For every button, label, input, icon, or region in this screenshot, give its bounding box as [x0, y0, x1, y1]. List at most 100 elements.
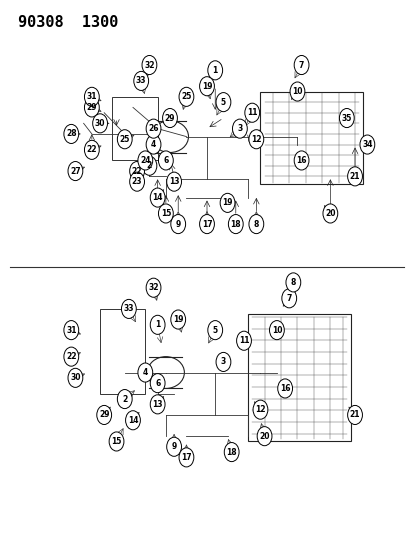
Text: 7: 7 [298, 61, 304, 69]
Text: 35: 35 [341, 114, 351, 123]
Circle shape [109, 432, 123, 451]
Text: 25: 25 [181, 92, 191, 101]
Text: 7: 7 [286, 294, 291, 303]
Circle shape [199, 215, 214, 233]
Text: 21: 21 [349, 172, 359, 181]
Text: 15: 15 [160, 209, 171, 218]
Circle shape [252, 400, 267, 419]
Text: 25: 25 [119, 135, 130, 144]
Circle shape [166, 437, 181, 456]
Text: 1: 1 [212, 66, 217, 75]
Text: 23: 23 [131, 177, 142, 186]
Circle shape [64, 347, 78, 366]
Text: 3: 3 [237, 124, 242, 133]
Text: 21: 21 [349, 410, 359, 419]
Text: 29: 29 [86, 103, 97, 112]
Text: 5: 5 [221, 98, 225, 107]
Circle shape [158, 151, 173, 170]
Circle shape [171, 310, 185, 329]
Circle shape [146, 119, 161, 138]
Text: 22: 22 [66, 352, 76, 361]
Text: 10: 10 [292, 87, 302, 96]
Circle shape [68, 161, 83, 181]
Circle shape [216, 352, 230, 372]
Text: 9: 9 [175, 220, 180, 229]
Circle shape [158, 204, 173, 223]
Text: 24: 24 [140, 156, 150, 165]
Text: 30: 30 [70, 373, 81, 382]
Circle shape [339, 109, 354, 127]
Text: 5: 5 [212, 326, 217, 335]
Text: 20: 20 [324, 209, 335, 218]
Text: 33: 33 [123, 304, 134, 313]
Text: 13: 13 [169, 177, 179, 186]
Circle shape [84, 87, 99, 107]
Circle shape [64, 320, 78, 340]
Text: 15: 15 [111, 437, 121, 446]
Text: 22: 22 [86, 146, 97, 155]
Circle shape [166, 172, 181, 191]
Circle shape [150, 188, 165, 207]
Circle shape [117, 390, 132, 409]
Circle shape [84, 140, 99, 159]
Text: 4: 4 [142, 368, 147, 377]
Circle shape [294, 151, 308, 170]
Text: 1: 1 [154, 320, 160, 329]
Text: 8: 8 [290, 278, 295, 287]
Text: 6: 6 [163, 156, 168, 165]
Text: 33: 33 [135, 76, 146, 85]
Text: 12: 12 [254, 405, 265, 414]
Text: 26: 26 [148, 124, 159, 133]
Text: 31: 31 [86, 92, 97, 101]
Circle shape [146, 135, 161, 154]
Text: 2: 2 [122, 394, 127, 403]
Text: 8: 8 [253, 220, 259, 229]
Circle shape [150, 374, 165, 393]
Circle shape [244, 103, 259, 122]
Text: 16: 16 [279, 384, 290, 393]
Circle shape [232, 119, 247, 138]
Circle shape [290, 82, 304, 101]
Text: 17: 17 [201, 220, 212, 229]
Text: 11: 11 [247, 108, 257, 117]
Circle shape [285, 273, 300, 292]
Text: 29: 29 [99, 410, 109, 419]
Text: 13: 13 [152, 400, 162, 409]
Text: 22: 22 [131, 166, 142, 175]
Circle shape [216, 93, 230, 112]
Text: 31: 31 [66, 326, 76, 335]
Text: 20: 20 [259, 432, 269, 441]
Text: 32: 32 [144, 61, 154, 69]
Circle shape [178, 87, 193, 107]
Circle shape [281, 289, 296, 308]
Text: 14: 14 [152, 193, 162, 202]
Text: 18: 18 [226, 448, 236, 457]
Text: 3: 3 [220, 358, 225, 367]
Circle shape [150, 395, 165, 414]
Text: 10: 10 [271, 326, 282, 335]
Text: 19: 19 [173, 315, 183, 324]
Circle shape [269, 320, 284, 340]
Circle shape [64, 124, 78, 143]
Circle shape [68, 368, 83, 387]
Text: 12: 12 [251, 135, 261, 144]
Circle shape [322, 204, 337, 223]
Circle shape [93, 114, 107, 133]
Circle shape [294, 55, 308, 75]
Circle shape [347, 406, 361, 424]
Circle shape [121, 300, 136, 318]
Circle shape [248, 215, 263, 233]
Text: 34: 34 [361, 140, 372, 149]
Circle shape [138, 363, 152, 382]
Circle shape [277, 379, 292, 398]
Circle shape [117, 130, 132, 149]
Text: 14: 14 [128, 416, 138, 425]
Circle shape [228, 215, 242, 233]
Text: 19: 19 [222, 198, 232, 207]
Text: 32: 32 [148, 283, 159, 292]
Text: 30: 30 [95, 119, 105, 128]
Text: 29: 29 [164, 114, 175, 123]
Circle shape [207, 320, 222, 340]
Text: 6: 6 [154, 378, 160, 387]
Circle shape [359, 135, 374, 154]
